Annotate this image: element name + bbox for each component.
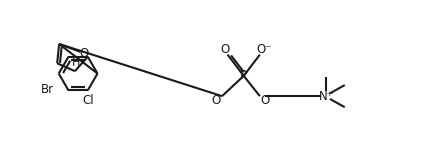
Text: P: P xyxy=(240,69,247,82)
Text: H: H xyxy=(71,58,80,68)
Text: Br: Br xyxy=(41,83,54,96)
Text: O: O xyxy=(79,47,88,60)
Text: O⁻: O⁻ xyxy=(257,43,272,56)
Text: Cl: Cl xyxy=(82,94,94,107)
Text: O: O xyxy=(260,94,270,107)
Text: O: O xyxy=(212,94,221,107)
Text: N⁺: N⁺ xyxy=(319,90,334,103)
Text: O: O xyxy=(220,43,229,56)
